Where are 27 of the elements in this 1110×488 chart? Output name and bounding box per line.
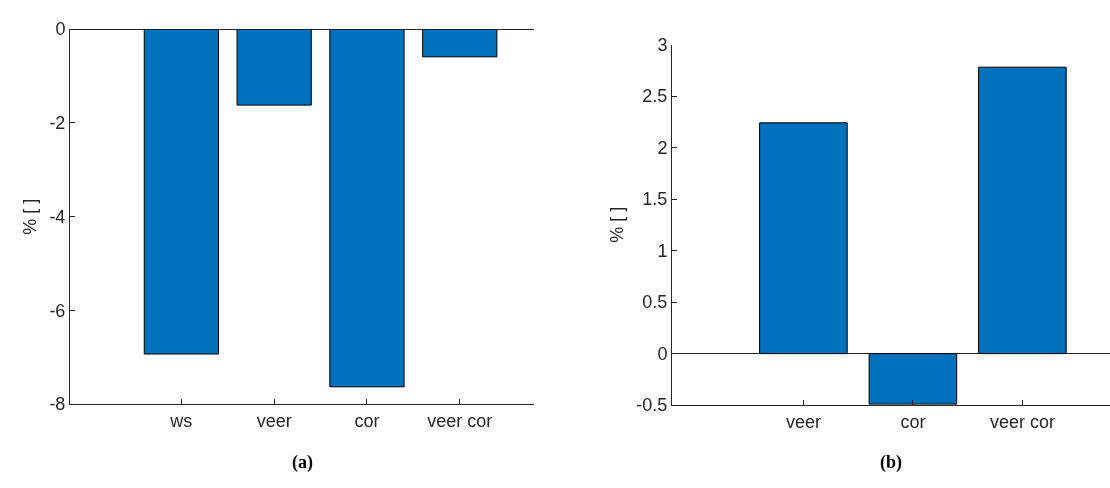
x-tick-label: veer cor [427,410,493,431]
y-tick-label: -2 [49,113,66,134]
y-tick-label: 3 [657,34,668,55]
x-tick-label: cor [900,411,926,432]
x-tick-label: cor [354,410,380,431]
y-tick-label: 2.5 [642,86,668,107]
y-tick-label: -6 [49,300,66,321]
y-tick-label: 0 [55,19,66,40]
y-tick-label: -0.5 [636,395,668,416]
x-tick-label: veer cor [989,411,1055,432]
y-axis-title: % [ ] [606,206,627,243]
x-tick-label: veer [785,411,821,432]
y-tick-label: -4 [49,206,66,227]
text: (b) [880,452,902,473]
y-tick-label: 0 [657,343,668,364]
text: (a) [292,452,313,473]
x-tick-label: ws [169,410,193,431]
bar [759,122,848,355]
y-tick-label: 0.5 [642,292,668,313]
y-tick-label: 1.5 [642,189,668,210]
y-axis-title: % [ ] [19,198,40,235]
y-tick-label: 1 [657,240,668,261]
x-tick-label: veer [256,410,292,431]
bar [978,66,1067,355]
bar [868,353,958,405]
y-tick-label: -8 [49,394,66,415]
y-tick-label: 2 [657,137,668,158]
